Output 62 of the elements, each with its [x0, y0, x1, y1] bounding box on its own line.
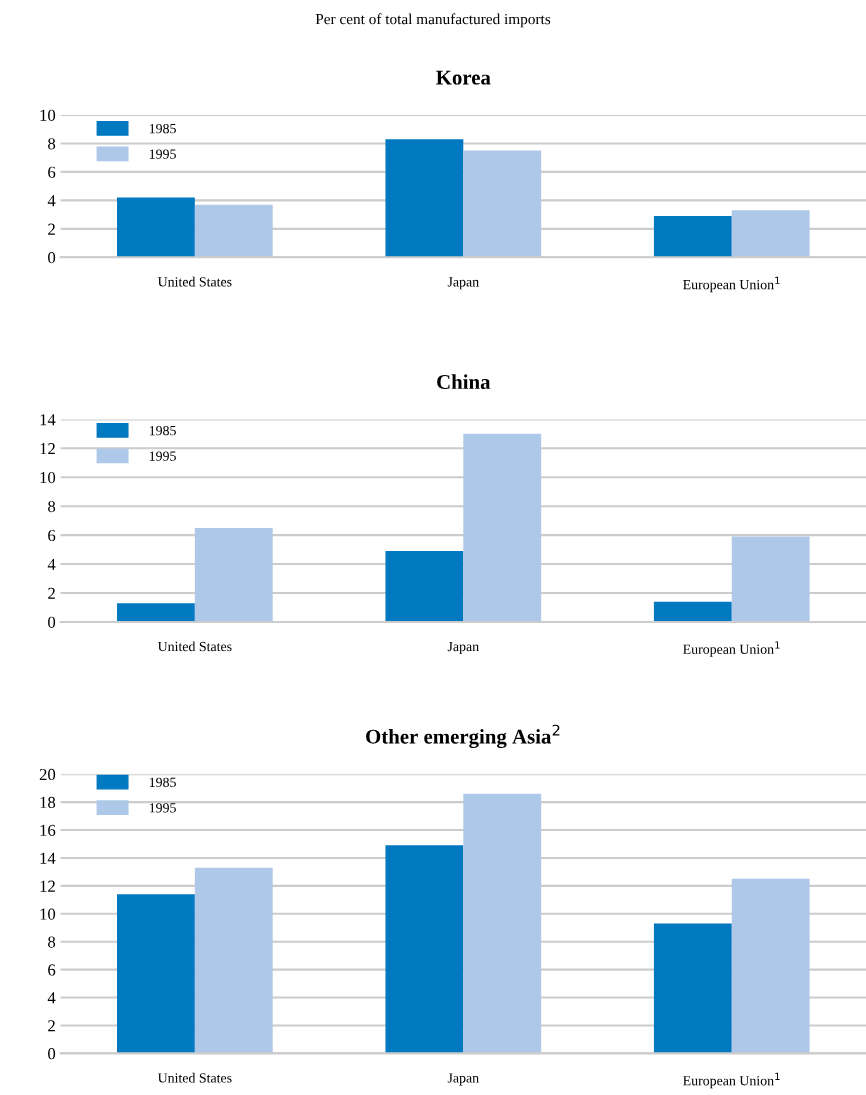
bar — [385, 845, 464, 1054]
bar — [385, 551, 464, 622]
bar — [385, 139, 464, 258]
legend-label: 1995 — [149, 451, 176, 461]
y-tick-label: 2 — [48, 1020, 55, 1032]
bar — [463, 433, 542, 622]
bar — [463, 150, 542, 258]
y-tick-label: 8 — [48, 936, 56, 948]
y-tick-label: 14 — [40, 852, 56, 864]
bar — [653, 923, 732, 1054]
bar — [653, 601, 732, 622]
x-tick-label: European Union$^{1}$ — [683, 1072, 780, 1089]
y-tick-label: 10 — [40, 109, 56, 121]
bar — [117, 894, 195, 1054]
y-tick-label: 6 — [48, 964, 56, 976]
y-tick-label: 14 — [40, 414, 56, 426]
legend-label: 1995 — [149, 149, 176, 159]
x-tick-label: Japan — [447, 641, 479, 654]
y-tick-label: 4 — [47, 195, 56, 207]
x-tick-label: European Union$^{1}$ — [683, 276, 780, 293]
y-tick-label: 8 — [48, 500, 56, 513]
chart-title: Other emerging Asia$^{2}$ — [366, 724, 560, 749]
legend-label: 1985 — [149, 777, 176, 788]
chart-subtitle: Per cent of total manufactured imports — [315, 13, 551, 28]
chart-title: China — [437, 374, 491, 390]
x-tick-label: United States — [157, 276, 232, 287]
y-tick-label: 12 — [40, 443, 55, 455]
y-tick-label: 4 — [47, 992, 56, 1004]
y-tick-label: 10 — [40, 471, 56, 484]
bar — [653, 216, 732, 258]
x-tick-label: Japan — [447, 1073, 479, 1086]
legend-label: 1995 — [149, 803, 176, 813]
bar — [194, 204, 273, 258]
bar — [731, 210, 810, 258]
x-tick-label: Japan — [447, 277, 479, 290]
chart-title: Korea — [436, 70, 491, 85]
y-tick-label: 10 — [40, 908, 56, 920]
bar — [117, 197, 195, 258]
bar — [731, 536, 810, 622]
y-tick-label: 12 — [40, 880, 55, 892]
y-tick-label: 6 — [48, 529, 56, 542]
bar — [463, 793, 542, 1054]
y-tick-label: 4 — [47, 558, 56, 570]
y-tick-label: 2 — [48, 587, 55, 599]
y-tick-label: 16 — [40, 824, 56, 836]
y-tick-label: 2 — [48, 223, 55, 235]
y-tick-label: 6 — [48, 166, 56, 178]
y-tick-label: 8 — [48, 138, 56, 150]
x-tick-label: United States — [157, 1072, 232, 1083]
y-tick-label: 20 — [39, 768, 56, 781]
x-tick-label: European Union$^{1}$ — [683, 641, 780, 657]
x-tick-label: United States — [157, 641, 232, 652]
legend-label: 1985 — [149, 425, 176, 436]
bar — [117, 603, 195, 622]
bar — [194, 867, 273, 1054]
y-tick-label: 0 — [48, 252, 56, 264]
y-tick-label: 18 — [40, 796, 56, 809]
bar — [194, 527, 273, 622]
legend-label: 1985 — [149, 123, 176, 134]
y-tick-label: 0 — [48, 1048, 56, 1060]
bar — [731, 878, 810, 1054]
y-tick-label: 0 — [48, 616, 56, 628]
